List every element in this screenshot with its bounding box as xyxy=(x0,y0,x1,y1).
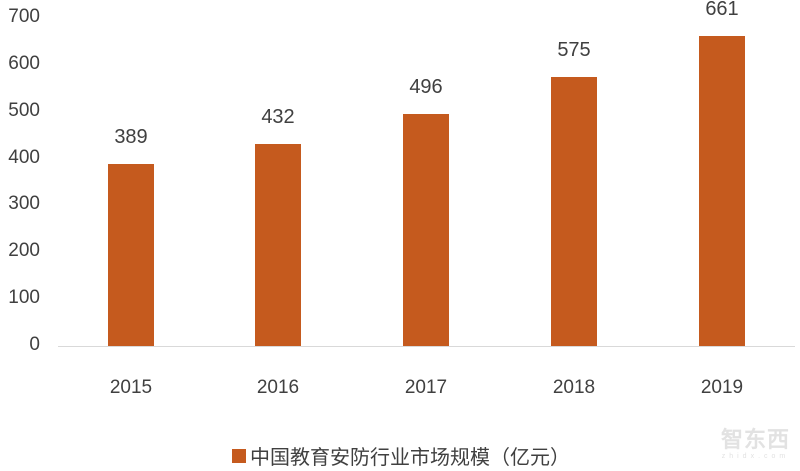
legend-swatch-icon xyxy=(232,448,246,463)
y-tick-label: 100 xyxy=(8,287,40,309)
y-tick-label: 400 xyxy=(8,146,40,168)
legend-label: 中国教育安防行业市场规模（亿元） xyxy=(250,447,570,469)
bar-2016 xyxy=(255,143,301,346)
y-tick-label: 600 xyxy=(8,52,40,74)
y-tick-label: 300 xyxy=(8,193,40,215)
data-label: 575 xyxy=(557,38,591,61)
y-tick-label: 500 xyxy=(8,99,40,121)
x-axis-line xyxy=(58,346,795,347)
y-tick-label: 700 xyxy=(8,6,40,27)
x-tick-label: 2016 xyxy=(256,377,300,398)
watermark-url: zhidx.com xyxy=(721,453,790,460)
x-tick-label: 2019 xyxy=(700,377,744,398)
bar-2019 xyxy=(699,36,745,346)
watermark-logo: 智东西 xyxy=(720,427,790,452)
data-label: 661 xyxy=(705,0,739,21)
data-label: 496 xyxy=(409,75,443,98)
bar-2017 xyxy=(403,113,449,346)
y-tick-label: 0 xyxy=(29,334,40,355)
x-tick-label: 2015 xyxy=(109,377,153,398)
data-label: 432 xyxy=(261,105,295,128)
watermark: 智东西 zhidx.com xyxy=(721,428,790,461)
legend: 中国教育安防行业市场规模（亿元） xyxy=(232,441,570,470)
y-tick-label: 200 xyxy=(8,240,40,262)
x-tick-label: 2018 xyxy=(552,377,596,398)
bar-2015 xyxy=(108,163,154,346)
x-tick-label: 2017 xyxy=(404,377,448,398)
bar-2018 xyxy=(551,76,597,346)
data-label: 389 xyxy=(114,125,148,148)
